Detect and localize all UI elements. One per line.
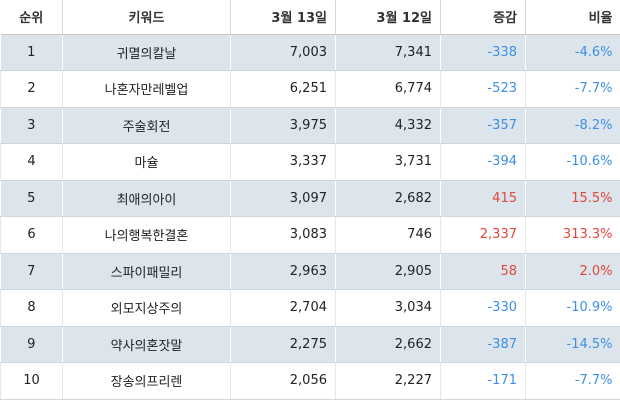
rank-cell: 4 xyxy=(0,143,63,181)
keyword-cell: 스파이패밀리 xyxy=(62,253,231,290)
table-row: 9 약사의혼잣말 2,275 2,662 -387 -14.5% xyxy=(0,326,620,363)
mar13-cell: 2,704 xyxy=(230,289,336,327)
mar12-cell: 6,774 xyxy=(335,70,441,108)
ratio-cell: -14.5% xyxy=(525,326,620,363)
table-row: 5 최애의아이 3,097 2,682 415 15.5% xyxy=(0,180,620,217)
keyword-cell: 약사의혼잣말 xyxy=(62,326,231,363)
table-row: 10 장송의프리렌 2,056 2,227 -171 -7.7% xyxy=(0,362,620,400)
rank-cell: 2 xyxy=(0,70,63,108)
keyword-cell: 나혼자만레벨업 xyxy=(62,70,231,108)
diff-cell: 415 xyxy=(440,180,526,217)
mar12-cell: 3,034 xyxy=(335,289,441,327)
table-row: 4 마슐 3,337 3,731 -394 -10.6% xyxy=(0,143,620,181)
diff-cell: -330 xyxy=(440,289,526,327)
mar13-cell: 2,056 xyxy=(230,362,336,400)
keyword-cell: 주술회전 xyxy=(62,107,231,144)
mar12-cell: 4,332 xyxy=(335,107,441,144)
table-row: 8 외모지상주의 2,704 3,034 -330 -10.9% xyxy=(0,289,620,327)
keyword-cell: 귀멸의칼날 xyxy=(62,34,231,71)
mar12-cell: 746 xyxy=(335,216,441,254)
ratio-cell: -4.6% xyxy=(525,34,620,71)
table-row: 3 주술회전 3,975 4,332 -357 -8.2% xyxy=(0,107,620,144)
mar13-cell: 3,975 xyxy=(230,107,336,144)
table-header: 순위 키워드 3월 13일 3월 12일 증감 비율 xyxy=(0,0,620,35)
rank-cell: 6 xyxy=(0,216,63,254)
diff-cell: -387 xyxy=(440,326,526,363)
keyword-cell: 장송의프리렌 xyxy=(62,362,231,400)
mar13-cell: 7,003 xyxy=(230,34,336,71)
ratio-cell: -7.7% xyxy=(525,70,620,108)
diff-cell: -171 xyxy=(440,362,526,400)
rank-cell: 7 xyxy=(0,253,63,290)
table-row: 2 나혼자만레벨업 6,251 6,774 -523 -7.7% xyxy=(0,70,620,108)
table-row: 1 귀멸의칼날 7,003 7,341 -338 -4.6% xyxy=(0,34,620,71)
header-mar12: 3월 12일 xyxy=(335,0,441,35)
mar12-cell: 2,662 xyxy=(335,326,441,363)
table-row: 6 나의행복한결혼 3,083 746 2,337 313.3% xyxy=(0,216,620,254)
mar12-cell: 3,731 xyxy=(335,143,441,181)
keyword-cell: 나의행복한결혼 xyxy=(62,216,231,254)
ratio-cell: 313.3% xyxy=(525,216,620,254)
rank-cell: 10 xyxy=(0,362,63,400)
keyword-cell: 외모지상주의 xyxy=(62,289,231,327)
mar13-cell: 2,275 xyxy=(230,326,336,363)
ratio-cell: -10.6% xyxy=(525,143,620,181)
ratio-cell: 2.0% xyxy=(525,253,620,290)
rank-cell: 8 xyxy=(0,289,63,327)
mar13-cell: 3,097 xyxy=(230,180,336,217)
rank-cell: 5 xyxy=(0,180,63,217)
mar12-cell: 7,341 xyxy=(335,34,441,71)
header-diff: 증감 xyxy=(440,0,526,35)
mar13-cell: 3,083 xyxy=(230,216,336,254)
rank-cell: 3 xyxy=(0,107,63,144)
mar13-cell: 3,337 xyxy=(230,143,336,181)
mar13-cell: 6,251 xyxy=(230,70,336,108)
diff-cell: 58 xyxy=(440,253,526,290)
mar12-cell: 2,682 xyxy=(335,180,441,217)
diff-cell: -338 xyxy=(440,34,526,71)
table-body: 1 귀멸의칼날 7,003 7,341 -338 -4.6% 2 나혼자만레벨업… xyxy=(0,34,620,400)
ratio-cell: -10.9% xyxy=(525,289,620,327)
header-rank: 순위 xyxy=(0,0,63,35)
diff-cell: -523 xyxy=(440,70,526,108)
mar12-cell: 2,905 xyxy=(335,253,441,290)
header-keyword: 키워드 xyxy=(62,0,231,35)
keyword-cell: 마슐 xyxy=(62,143,231,181)
header-row: 순위 키워드 3월 13일 3월 12일 증감 비율 xyxy=(0,0,620,35)
keyword-cell: 최애의아이 xyxy=(62,180,231,217)
diff-cell: -394 xyxy=(440,143,526,181)
ratio-cell: -7.7% xyxy=(525,362,620,400)
diff-cell: -357 xyxy=(440,107,526,144)
header-mar13: 3월 13일 xyxy=(230,0,336,35)
ratio-cell: 15.5% xyxy=(525,180,620,217)
ratio-cell: -8.2% xyxy=(525,107,620,144)
table-row: 7 스파이패밀리 2,963 2,905 58 2.0% xyxy=(0,253,620,290)
mar12-cell: 2,227 xyxy=(335,362,441,400)
mar13-cell: 2,963 xyxy=(230,253,336,290)
rank-cell: 9 xyxy=(0,326,63,363)
header-ratio: 비율 xyxy=(525,0,620,35)
diff-cell: 2,337 xyxy=(440,216,526,254)
rank-cell: 1 xyxy=(0,34,63,71)
